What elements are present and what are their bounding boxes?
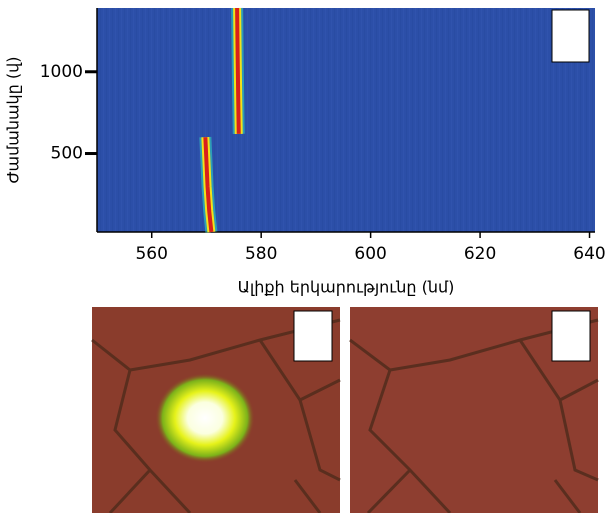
- x-tick-label: 600: [354, 244, 386, 264]
- x-tick-label: 640: [573, 244, 605, 264]
- panel-label-box: [552, 10, 589, 62]
- y-tick-label: 500: [51, 144, 83, 164]
- heatmap-noise: [97, 8, 595, 232]
- x-axis-label: Ալիքի երկարությունը (նմ): [238, 278, 455, 297]
- y-axis-label: Ժամանակը (վ): [4, 56, 23, 183]
- figure: 500 1000 560 580 600 620 640 Ալիքի երկարությու…: [0, 0, 613, 513]
- x-tick-label: 580: [245, 244, 277, 264]
- x-tick-label: 560: [135, 244, 167, 264]
- plot-area: 500 1000 560 580 600 620 640: [40, 8, 606, 264]
- micrograph-right: [350, 307, 598, 513]
- x-tick-label: 620: [464, 244, 496, 264]
- micrograph-left: [92, 307, 340, 513]
- y-tick-label: 1000: [40, 62, 83, 82]
